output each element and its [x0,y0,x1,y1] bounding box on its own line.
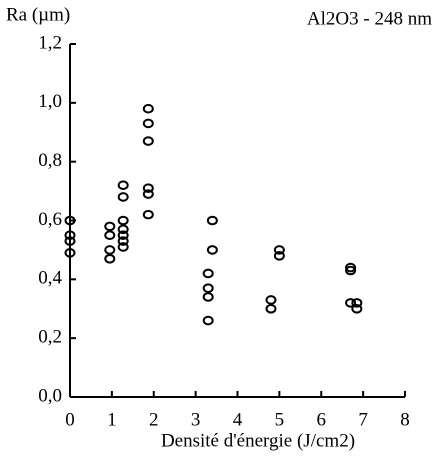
point [142,136,154,146]
chart-title: Al2O3 - 248 nm [307,8,432,29]
point [64,215,76,226]
x-axis-label: Densité d'énergie (J/cm2) [161,430,355,451]
point [206,245,218,255]
point [142,118,154,129]
point [117,236,129,246]
point [206,215,218,226]
y-tick-label: 0,6 [38,209,62,230]
point [202,315,214,326]
point [104,245,116,255]
point [117,230,129,241]
x-tick-label: 4 [233,409,243,430]
point [273,245,285,255]
point [345,265,357,276]
point [104,253,116,264]
y-tick-label: 0,4 [38,268,62,289]
x-tick-label: 8 [400,409,410,430]
x-tick-label: 5 [275,409,285,430]
point [104,230,116,241]
point [273,251,285,261]
point [117,242,129,252]
point [202,292,214,302]
x-tick-label: 6 [317,409,327,430]
point [117,215,129,226]
point [351,298,363,308]
point [142,209,154,220]
point [64,248,76,258]
y-axis-label: Ra (µm) [6,4,70,25]
point [117,224,129,235]
point [142,183,154,193]
y-tick-label: 0,0 [38,385,62,406]
point [265,303,277,314]
point [64,230,76,241]
y-tick-label: 0,2 [38,327,62,348]
point [142,189,154,199]
point [345,298,357,308]
point [345,262,357,273]
x-tick-label: 0 [65,409,75,430]
point [117,180,129,190]
point [202,283,214,293]
x-tick-label: 1 [107,409,117,430]
point [117,192,129,202]
y-tick-label: 0,8 [38,150,62,171]
x-tick-label: 7 [358,409,368,430]
point [351,303,363,314]
y-tick-label: 1,0 [38,91,62,112]
point [104,221,116,232]
x-tick-label: 2 [149,409,159,430]
point [64,236,76,246]
point [202,268,214,279]
y-tick-label: 1,2 [38,32,62,53]
point [142,103,154,114]
point [265,295,277,305]
x-tick-label: 3 [191,409,201,430]
